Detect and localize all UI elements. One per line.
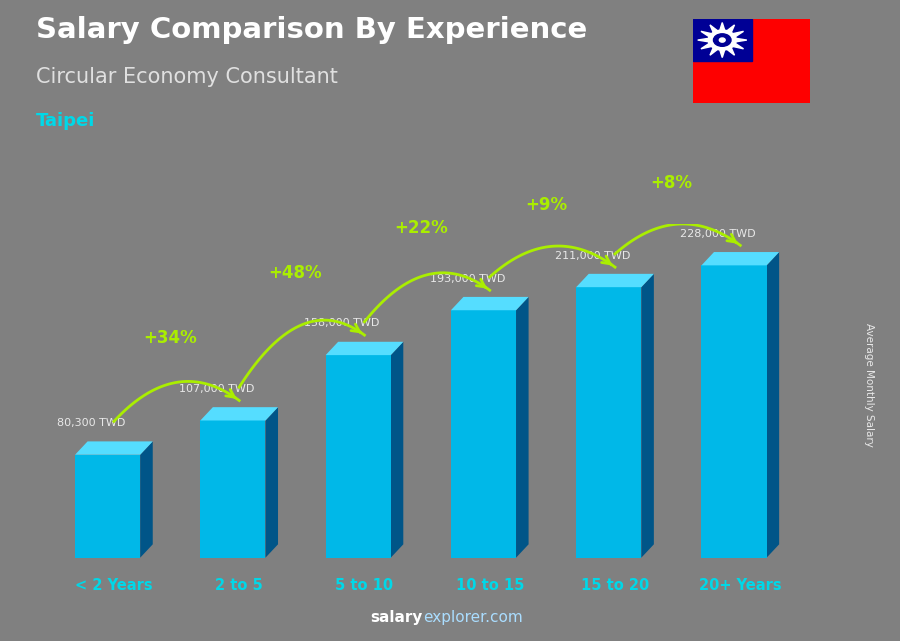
Polygon shape	[140, 442, 153, 558]
Polygon shape	[701, 252, 779, 265]
Text: 193,000 TWD: 193,000 TWD	[429, 274, 505, 283]
Polygon shape	[733, 44, 743, 49]
Bar	[451, 310, 516, 558]
Text: Taipei: Taipei	[36, 112, 95, 130]
Polygon shape	[266, 407, 278, 558]
Text: Salary Comparison By Experience: Salary Comparison By Experience	[36, 16, 587, 44]
Text: 80,300 TWD: 80,300 TWD	[58, 418, 125, 428]
Bar	[693, 19, 752, 61]
Text: 158,000 TWD: 158,000 TWD	[304, 319, 380, 328]
Polygon shape	[391, 342, 403, 558]
Polygon shape	[701, 44, 712, 49]
Bar	[326, 355, 391, 558]
Text: +34%: +34%	[143, 329, 197, 347]
Text: 2 to 5: 2 to 5	[215, 578, 263, 593]
Text: +48%: +48%	[269, 264, 322, 282]
Polygon shape	[767, 252, 779, 558]
Polygon shape	[698, 38, 708, 42]
Polygon shape	[710, 47, 717, 55]
Circle shape	[719, 38, 725, 42]
Circle shape	[708, 30, 736, 50]
Polygon shape	[727, 25, 734, 33]
Bar	[75, 454, 140, 558]
Polygon shape	[701, 31, 712, 37]
Bar	[701, 265, 767, 558]
Text: 15 to 20: 15 to 20	[580, 578, 649, 593]
Polygon shape	[516, 297, 528, 558]
Polygon shape	[642, 274, 654, 558]
Bar	[576, 287, 642, 558]
Polygon shape	[201, 407, 278, 420]
Polygon shape	[451, 297, 528, 310]
Polygon shape	[326, 342, 403, 355]
Text: 211,000 TWD: 211,000 TWD	[554, 251, 630, 260]
Text: 107,000 TWD: 107,000 TWD	[179, 384, 255, 394]
Polygon shape	[727, 47, 734, 55]
Text: +8%: +8%	[651, 174, 692, 192]
Text: 10 to 15: 10 to 15	[455, 578, 524, 593]
Bar	[201, 420, 266, 558]
Polygon shape	[576, 274, 654, 287]
Polygon shape	[720, 50, 724, 58]
Text: explorer.com: explorer.com	[423, 610, 523, 625]
Text: +22%: +22%	[394, 219, 447, 237]
Text: salary: salary	[371, 610, 423, 625]
Polygon shape	[720, 22, 724, 30]
Circle shape	[714, 34, 731, 46]
Polygon shape	[736, 38, 747, 42]
Text: < 2 Years: < 2 Years	[75, 578, 153, 593]
Text: Circular Economy Consultant: Circular Economy Consultant	[36, 67, 338, 87]
Text: 228,000 TWD: 228,000 TWD	[680, 229, 756, 238]
Text: 5 to 10: 5 to 10	[336, 578, 393, 593]
Text: 20+ Years: 20+ Years	[699, 578, 781, 593]
Text: +9%: +9%	[525, 196, 567, 214]
Polygon shape	[75, 442, 153, 454]
Text: Average Monthly Salary: Average Monthly Salary	[863, 322, 874, 447]
Polygon shape	[733, 31, 743, 37]
Polygon shape	[710, 25, 717, 33]
